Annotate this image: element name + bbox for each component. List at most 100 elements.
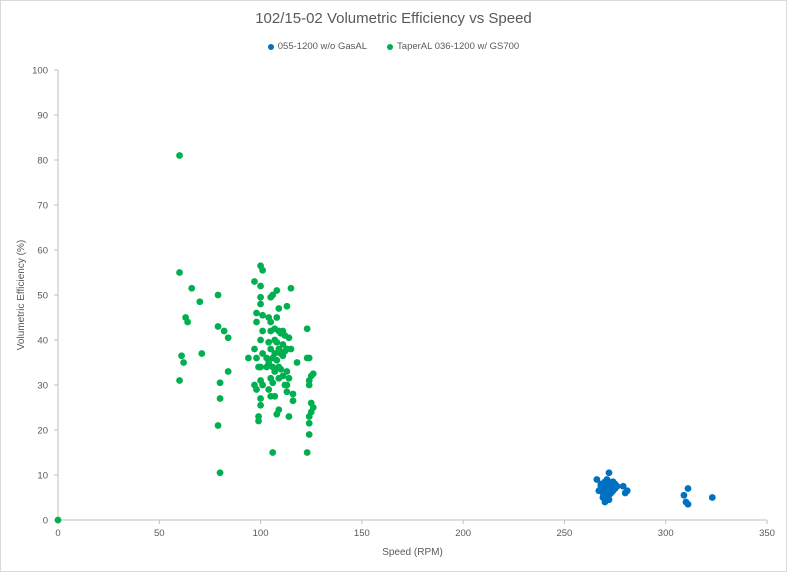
x-tick-label: 0 [55, 528, 60, 539]
data-point-series-2 [271, 368, 279, 375]
data-point-series-2 [271, 392, 279, 400]
data-point-series-2 [184, 318, 192, 326]
data-point-series-1 [593, 476, 601, 483]
y-axis-title: Volumetric Efficiency (%) [16, 240, 27, 350]
data-point-series-2 [259, 381, 266, 389]
data-point-series-2 [253, 318, 260, 326]
x-tick-label: 100 [253, 528, 269, 539]
data-point-series-2 [283, 388, 291, 396]
legend-label-series-1: 055-1200 w/o GasAL [277, 41, 368, 52]
data-point-series-2 [176, 269, 183, 276]
y-tick-label: 40 [37, 336, 48, 347]
data-point-series-2 [309, 370, 317, 378]
x-tick-label: 350 [759, 528, 775, 539]
y-tick-label: 80 [37, 156, 48, 167]
y-tick-label: 90 [37, 111, 48, 122]
data-point-series-2 [275, 406, 283, 414]
data-point-series-1 [605, 496, 613, 504]
legend-label-series-2: TaperAL 036-1200 w/ GS700 [397, 41, 520, 52]
data-point-series-1 [599, 480, 607, 488]
x-axis-title: Speed (RPM) [382, 547, 443, 558]
data-point-series-1 [609, 478, 617, 486]
legend-marker-series-2 [387, 43, 394, 50]
data-point-series-2 [273, 338, 281, 346]
data-point-series-2 [265, 338, 273, 346]
data-point-series-2 [257, 293, 264, 301]
data-point-series-2 [259, 311, 266, 319]
y-tick-label: 60 [37, 246, 48, 257]
data-point-series-2 [253, 309, 260, 317]
data-point-series-2 [257, 363, 264, 371]
data-point-series-2 [259, 350, 266, 357]
data-point-series-2 [271, 350, 279, 357]
data-point-series-2 [214, 422, 222, 429]
data-point-series-2 [180, 359, 187, 366]
data-point-series-2 [305, 419, 313, 427]
data-point-series-2 [285, 413, 293, 420]
legend-marker-series-1 [267, 43, 274, 50]
legend-item-series-1: 055-1200 w/o GasAL [267, 41, 368, 52]
data-point-series-2 [253, 354, 260, 362]
data-point-series-2 [269, 449, 277, 456]
data-point-series-2 [303, 325, 311, 333]
data-point-series-2 [269, 379, 277, 387]
x-tick-label: 150 [354, 528, 370, 539]
data-point-series-2 [273, 287, 281, 294]
data-point-series-2 [257, 401, 264, 409]
data-point-series-1 [603, 485, 611, 492]
data-point-series-2 [267, 318, 275, 326]
data-point-series-2 [303, 449, 311, 456]
data-point-series-2 [287, 284, 295, 292]
data-point-series-1 [607, 489, 615, 497]
data-point-series-2 [257, 300, 264, 308]
data-point-series-2 [253, 386, 260, 393]
data-point-series-2 [283, 302, 291, 310]
data-point-series-2 [279, 372, 287, 380]
data-point-series-2 [305, 354, 313, 362]
data-point-series-2 [224, 334, 232, 342]
data-point-series-2 [265, 386, 273, 393]
data-point-series-2 [293, 359, 301, 366]
y-tick-label: 20 [37, 426, 48, 437]
data-point-series-2 [289, 390, 297, 398]
data-point-series-2 [273, 356, 281, 364]
data-point-series-2 [216, 379, 224, 387]
data-point-series-2 [255, 417, 262, 425]
data-point-series-2 [277, 365, 285, 373]
data-point-series-2 [285, 334, 293, 342]
data-point-series-2 [257, 395, 264, 402]
data-point-series-2 [305, 431, 313, 438]
data-point-series-2 [216, 469, 224, 477]
data-point-series-2 [275, 305, 283, 312]
data-point-series-2 [305, 381, 313, 389]
data-point-series-1 [605, 469, 613, 477]
data-point-series-2 [176, 152, 183, 159]
data-point-series-2 [267, 345, 275, 353]
data-point-series-2 [176, 377, 183, 384]
y-tick-label: 100 [32, 66, 48, 77]
x-tick-label: 300 [658, 528, 674, 539]
data-point-series-2 [214, 291, 222, 299]
data-point-series-2 [198, 350, 206, 357]
data-point-series-1 [619, 482, 627, 490]
data-point-series-2 [279, 341, 287, 348]
data-point-series-2 [220, 327, 228, 335]
data-point-series-2 [283, 381, 291, 389]
y-tick-label: 30 [37, 381, 48, 392]
data-point-series-2 [273, 314, 281, 321]
y-tick-label: 50 [37, 291, 48, 302]
data-point-series-2 [196, 298, 204, 306]
data-point-series-2 [283, 368, 291, 375]
data-point-series-2 [216, 395, 224, 402]
data-point-series-2 [259, 266, 266, 274]
data-point-series-2 [245, 354, 252, 362]
data-point-series-1 [621, 489, 629, 497]
data-point-series-1 [708, 494, 716, 501]
legend-item-series-2: TaperAL 036-1200 w/ GS700 [387, 41, 519, 52]
data-point-series-2 [309, 404, 317, 411]
data-point-series-2 [285, 374, 293, 382]
y-tick-label: 0 [43, 516, 48, 527]
data-point-series-2 [257, 282, 264, 290]
